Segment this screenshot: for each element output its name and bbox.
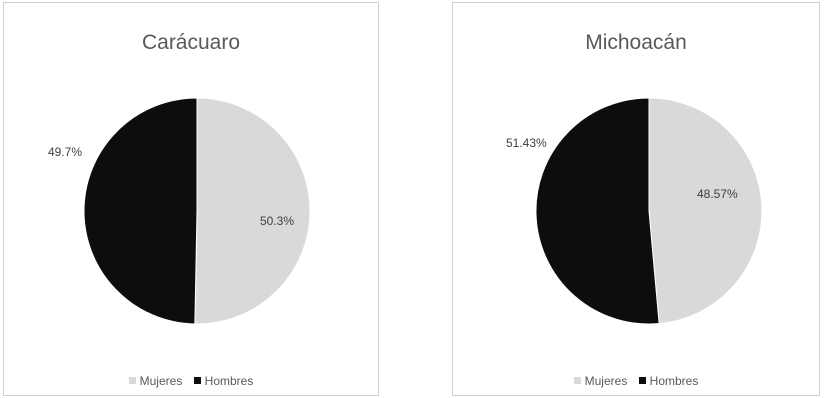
pie-slice-hombres bbox=[83, 97, 198, 325]
pie-chart-michoacan: Michoacán 48.57% 51.43% Mujeres Hombres bbox=[452, 2, 820, 396]
data-label-mujeres: 50.3% bbox=[260, 214, 294, 228]
pie-slice-mujeres bbox=[648, 97, 763, 325]
pie-plot: 50.3% 49.7% bbox=[48, 97, 311, 325]
data-label-hombres: 49.7% bbox=[48, 145, 82, 159]
legend-item-hombres: Hombres bbox=[638, 374, 699, 388]
legend-item-mujeres: Mujeres bbox=[573, 374, 628, 388]
legend-item-mujeres: Mujeres bbox=[128, 374, 183, 388]
data-label-hombres: 51.43% bbox=[506, 136, 547, 150]
legend-item-hombres: Hombres bbox=[193, 374, 254, 388]
legend-swatch bbox=[638, 377, 646, 384]
legend: Mujeres Hombres bbox=[453, 374, 819, 388]
chart-title: Carácuaro bbox=[141, 31, 241, 54]
pie-chart-caracuaro: Carácuaro 50.3% 49.7% Mujeres Hombres bbox=[3, 2, 379, 396]
legend: Mujeres Hombres bbox=[4, 374, 378, 388]
legend-swatch bbox=[573, 377, 581, 384]
pie-slice-hombres bbox=[535, 97, 660, 325]
legend-label: Hombres bbox=[204, 374, 254, 388]
legend-label: Hombres bbox=[649, 374, 699, 388]
legend-label: Mujeres bbox=[139, 374, 183, 388]
pie-slice-mujeres bbox=[194, 97, 311, 325]
legend-swatch bbox=[193, 377, 201, 384]
legend-label: Mujeres bbox=[584, 374, 628, 388]
pie-plot: 48.57% 51.43% bbox=[506, 97, 763, 325]
chart-title: Michoacán bbox=[585, 31, 687, 54]
legend-swatch bbox=[128, 377, 136, 384]
data-label-mujeres: 48.57% bbox=[697, 187, 738, 201]
